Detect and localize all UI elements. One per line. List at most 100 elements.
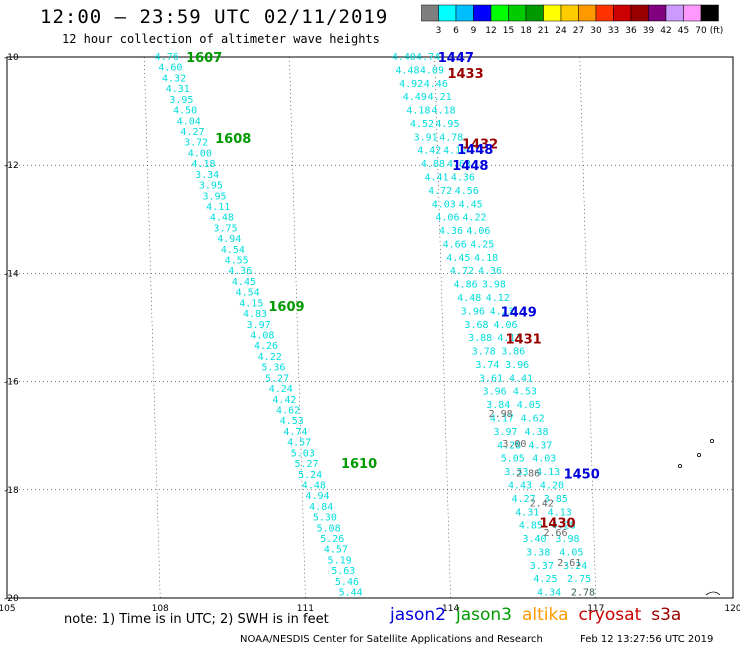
colorbar-tick-label: 27	[573, 26, 584, 36]
wave-height-label: 2.86	[516, 469, 540, 480]
wave-height-label: 5.30	[313, 513, 337, 524]
wave-height-label: 5.24	[298, 470, 322, 481]
wave-height-label: 5.27	[294, 459, 318, 470]
wave-height-label: 4.18	[191, 159, 215, 170]
wave-height-label: 4.94	[305, 491, 329, 502]
wave-height-label: 3.96	[483, 387, 507, 398]
colorbar-tick-label: 21	[538, 26, 549, 36]
wave-height-label: 4.27	[512, 494, 536, 505]
chart-subtitle: 12 hour collection of altimeter wave hei…	[62, 32, 380, 46]
footer-note: note: 1) Time is in UTC; 2) SWH is in fe…	[64, 612, 329, 627]
plot-frame	[6, 56, 734, 599]
wave-height-label: 4.36	[439, 226, 463, 237]
colorbar-tick-label: 42	[660, 26, 671, 36]
wave-height-label: 4.54	[221, 245, 245, 256]
colorbar-tick-label: 18	[520, 26, 532, 36]
wave-height-label: 4.46	[424, 79, 448, 90]
grid-line-vertical	[289, 56, 306, 599]
y-tick-label: -14	[4, 269, 19, 279]
wave-height-label: 4.17	[490, 414, 514, 425]
pass-number-label: 1431	[506, 332, 542, 347]
pass-number-label: 1433	[447, 67, 483, 82]
wave-height-label: 4.34	[537, 588, 561, 599]
colorbar-tick-label: 15	[503, 26, 514, 36]
pass-number-label: 1610	[341, 457, 377, 472]
wave-height-label: 4.36	[228, 266, 252, 277]
wave-height-label: 5.05	[501, 454, 525, 465]
wave-height-label: 4.86	[454, 280, 478, 291]
wave-height-label: 4.03	[532, 454, 556, 465]
colorbar-tick-label: 12	[485, 26, 496, 36]
pass-number-label: 1430	[539, 516, 575, 531]
pass-number-label: 1449	[501, 305, 537, 320]
wave-height-label: 4.55	[225, 256, 249, 267]
pass-number-label: 1609	[268, 300, 304, 315]
wave-height-label: 4.25	[470, 239, 494, 250]
wave-height-label: 4.74	[283, 427, 307, 438]
y-tick-label: -10	[4, 53, 19, 63]
x-tick-label: 120	[724, 604, 740, 614]
x-tick-label: 105	[0, 604, 16, 614]
wave-height-label: 4.57	[287, 438, 311, 449]
wave-height-label: 4.52	[410, 119, 434, 130]
wave-height-label: 4.13	[548, 507, 572, 518]
wave-height-label: 4.92	[399, 79, 423, 90]
x-tick-label: 111	[297, 604, 314, 614]
wave-height-label: 3.24	[563, 561, 587, 572]
wave-height-label: 3.97	[247, 320, 271, 331]
pass-number-label: 1447	[438, 51, 474, 66]
wave-height-label: 4.31	[515, 507, 539, 518]
y-tick-label: -12	[4, 161, 19, 171]
colorbar-swatch	[700, 4, 719, 22]
wave-height-label: 2.66	[543, 528, 567, 539]
wave-height-label: 4.28	[497, 440, 521, 451]
wave-height-label: 4.42	[272, 395, 296, 406]
wave-height-label: 5.46	[335, 577, 359, 588]
wave-height-label: 3.86	[501, 347, 525, 358]
wave-height-label: 5.08	[317, 523, 341, 534]
colorbar-tick-label: 33	[608, 26, 619, 36]
wave-height-label: 3.97	[493, 427, 517, 438]
wave-height-label: 4.22	[462, 213, 486, 224]
wave-height-label: 4.05	[559, 547, 583, 558]
coastline-mark	[705, 591, 721, 596]
wave-height-label: 3.78	[472, 347, 496, 358]
wave-height-label: 4.00	[188, 148, 212, 159]
wave-height-label: 2.98	[489, 409, 513, 420]
wave-height-label: 4.32	[162, 73, 186, 84]
wave-height-label: 4.56	[455, 186, 479, 197]
wave-height-label: 5.26	[320, 534, 344, 545]
wave-height-label: 3.91	[414, 132, 438, 143]
wave-height-label: 4.48	[210, 213, 234, 224]
wave-height-label: 2.78	[571, 588, 595, 599]
satellite-legend: jason2 jason3 altika cryosat s3a	[390, 605, 691, 625]
wave-height-label: 4.06	[493, 320, 517, 331]
colorbar-tick-label: 6	[453, 26, 459, 36]
colorbar-tick-label: 30	[590, 26, 602, 36]
wave-height-label: 4.45	[232, 277, 256, 288]
wave-height-label: 4.41	[425, 173, 449, 184]
wave-height-label: 4.45	[446, 253, 470, 264]
wave-height-label: 3.95	[202, 191, 226, 202]
wave-height-label: 3.98	[482, 280, 506, 291]
wave-height-label: 4.18	[406, 106, 430, 117]
wave-height-label: 4.95	[435, 119, 459, 130]
wave-height-label: 4.72	[428, 186, 452, 197]
wave-height-label: 2.78	[571, 588, 595, 599]
wave-height-label: 4.13	[497, 333, 521, 344]
legend-item: s3a	[651, 605, 682, 625]
wave-height-label: 2.75	[567, 574, 591, 585]
y-tick-label: -18	[4, 486, 19, 496]
wave-height-label: 4.83	[243, 309, 267, 320]
x-tick-label: 114	[442, 604, 459, 614]
y-tick-label: -20	[4, 594, 19, 604]
legend-item: jason3	[456, 605, 512, 625]
wave-height-label: 4.49	[403, 92, 427, 103]
wave-height-label: 4.54	[236, 288, 260, 299]
colorbar-tick-label: 24	[555, 26, 567, 36]
wave-height-label: 3.34	[195, 170, 219, 181]
wave-height-label: 2.42	[530, 498, 554, 509]
wave-height-label: 4.27	[180, 127, 204, 138]
wave-height-label: 4.36	[451, 173, 475, 184]
wave-height-label: 4.24	[269, 384, 293, 395]
